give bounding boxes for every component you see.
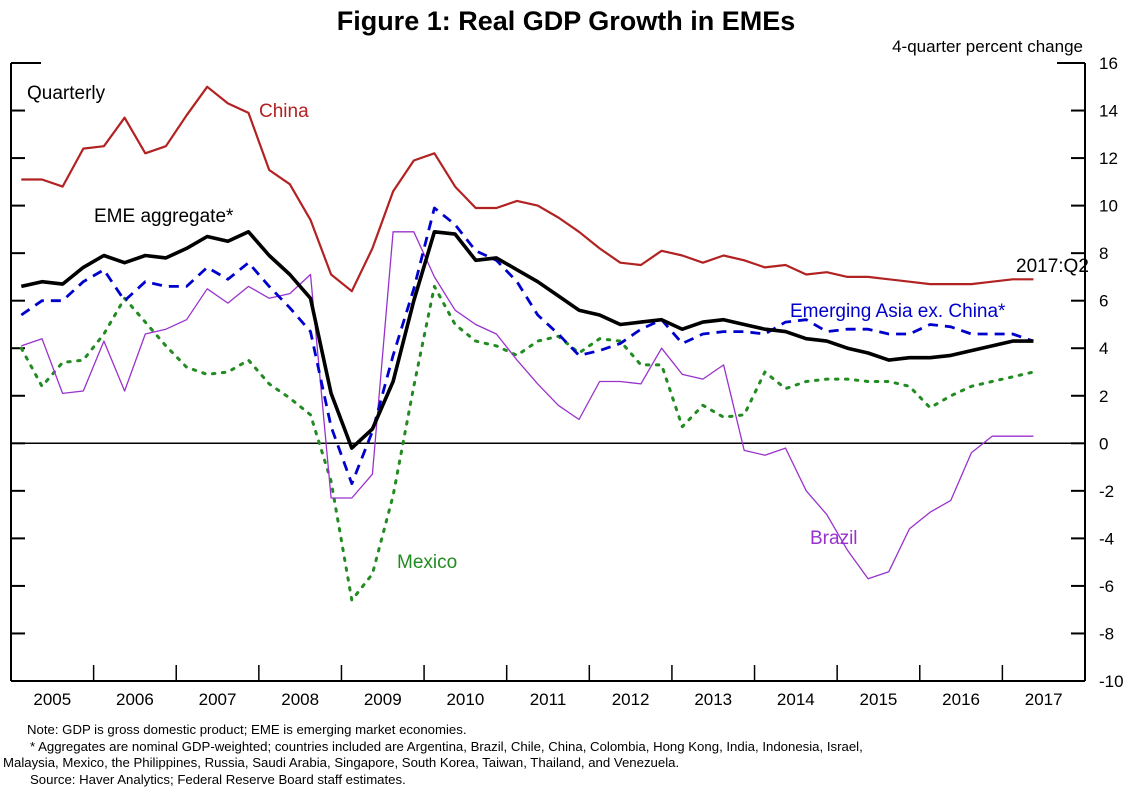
y-tick-label: 0 <box>1099 434 1108 453</box>
series-line-brazil <box>21 231 1034 580</box>
series-line-mexico <box>19 284 1035 602</box>
annotation-quarterly: Quarterly <box>27 83 106 104</box>
series-line-china <box>21 85 1034 293</box>
annotation-mexico: Mexico <box>397 552 457 573</box>
y-axis-units-label: 4-quarter percent change <box>892 37 1083 56</box>
x-tick-label: 2014 <box>777 690 815 709</box>
note-line: Malaysia, Mexico, the Philippines, Russi… <box>3 755 680 770</box>
x-tick-label: 2012 <box>612 690 650 709</box>
annotation-2017-q2: 2017:Q2 <box>1016 256 1089 277</box>
annotations: Quarterly China EME aggregate* 2017:Q2 Emerg… <box>27 83 1089 573</box>
chart-title: Figure 1: Real GDP Growth in EMEs <box>336 6 796 36</box>
y-tick-label: -2 <box>1099 482 1114 501</box>
note-line: Note: GDP is gross domestic product; EME… <box>27 722 467 737</box>
annotation-china: China <box>259 101 309 122</box>
annotation-brazil: Brazil <box>810 528 858 549</box>
series-line-eme-aggregate <box>20 230 1034 450</box>
y-tick-label: 14 <box>1099 102 1118 121</box>
x-tick-label: 2006 <box>116 690 154 709</box>
y-tick-label: -8 <box>1099 624 1114 643</box>
y-tick-label: 10 <box>1099 197 1118 216</box>
y-tick-label: 6 <box>1099 292 1108 311</box>
annotation-emerging-asia-ex-china: Emerging Asia ex. China* <box>790 301 1006 322</box>
x-tick-label: 2008 <box>281 690 319 709</box>
x-tick-label: 2011 <box>530 690 567 709</box>
y-tick-label: 4 <box>1099 339 1108 358</box>
y-tick-label: 16 <box>1099 54 1118 73</box>
note-line: * Aggregates are nominal GDP-weighted; c… <box>30 738 863 754</box>
note-line: Source: Haver Analytics; Federal Reserve… <box>30 771 406 787</box>
x-tick-label: 2007 <box>199 690 237 709</box>
y-tick-label: 12 <box>1099 149 1118 168</box>
axes: 16 14 12 10 8 6 4 2 0 -2 -4 -6 -8 -10 2005 2006 2007 2008… <box>10 54 1124 709</box>
x-tick-label: 2015 <box>860 690 898 709</box>
annotation-eme-aggregate: EME aggregate* <box>94 206 234 227</box>
y-tick-label: -6 <box>1099 577 1114 596</box>
x-tick-label: 2005 <box>33 690 71 709</box>
y-tick-label: 2 <box>1099 387 1108 406</box>
x-tick-label: 2017 <box>1025 690 1063 709</box>
y-tick-label: -4 <box>1099 529 1114 548</box>
series-lines <box>19 85 1035 602</box>
chart-plot: 16 14 12 10 8 6 4 2 0 -2 -4 -6 -8 -10 2005 2006 2007 2008… <box>10 54 1124 709</box>
x-tick-label: 2013 <box>694 690 732 709</box>
x-tick-label: 2009 <box>364 690 402 709</box>
x-tick-label: 2010 <box>446 690 484 709</box>
y-tick-label: 8 <box>1099 244 1108 263</box>
series-line-emerging-asia-ex-china <box>20 206 1034 486</box>
chart-notes: Note: GDP is gross domestic product; EME… <box>0 722 863 788</box>
y-tick-label: -10 <box>1099 672 1124 691</box>
x-tick-label: 2016 <box>942 690 980 709</box>
